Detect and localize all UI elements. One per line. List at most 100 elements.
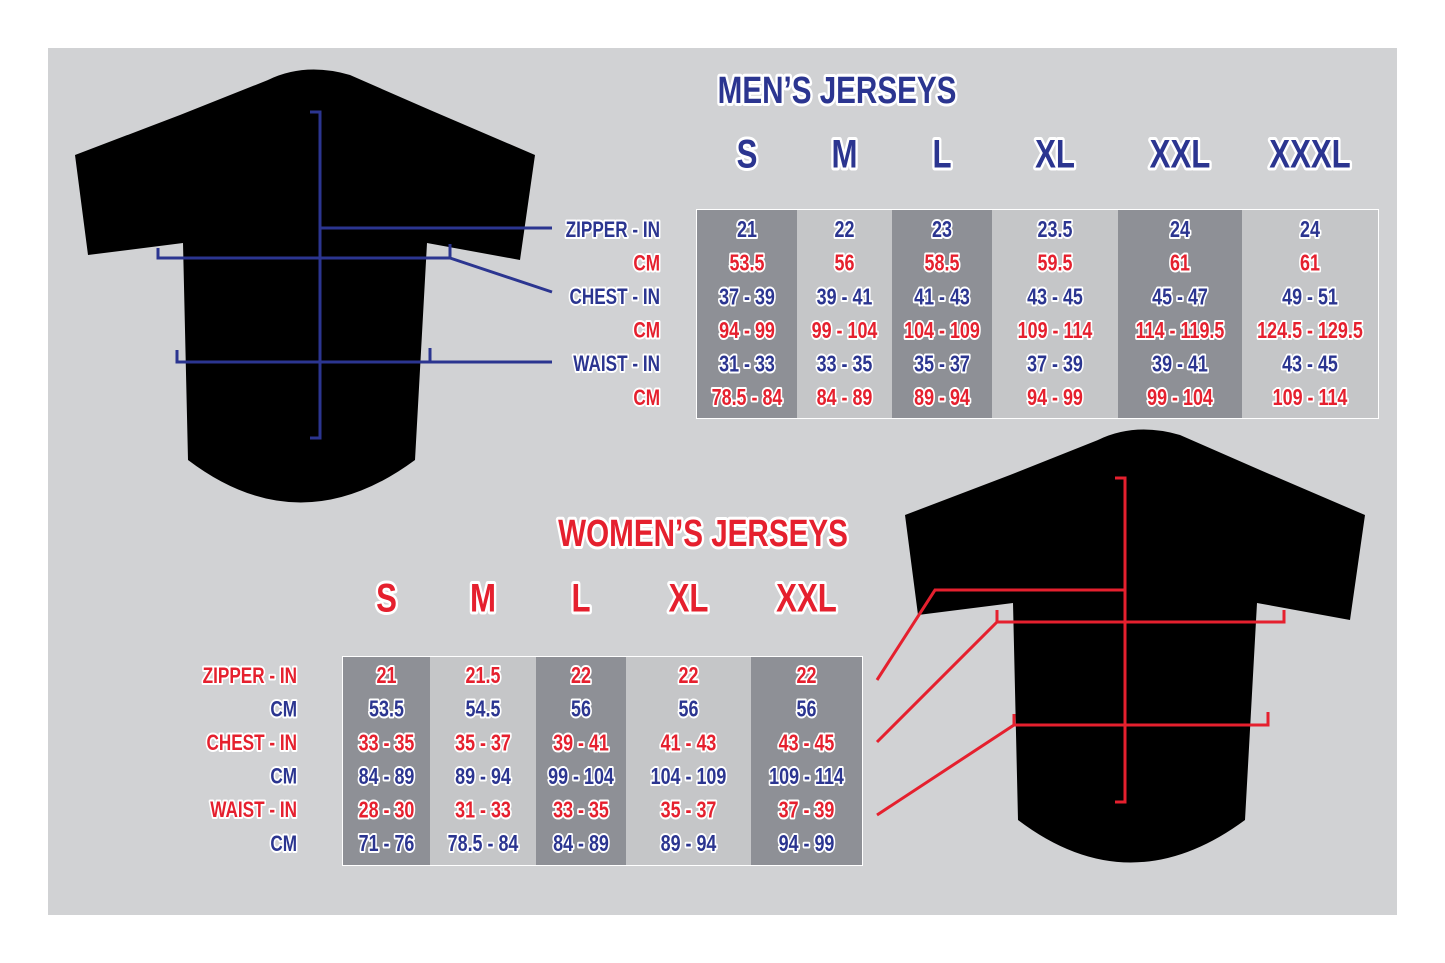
size-header: XXXL (1269, 132, 1350, 177)
cell: 23.5 (1038, 217, 1073, 243)
row-label: CM (270, 832, 297, 857)
size-header: XXL (776, 576, 837, 621)
cell: 89 - 94 (661, 831, 717, 857)
mens-measure-lines (156, 110, 553, 440)
table-title: MEN’S JERSEYS (718, 70, 957, 112)
cell: 124.5 - 129.5 (1257, 318, 1363, 344)
cell: 22 (571, 663, 591, 689)
size-header: S (376, 576, 397, 621)
row-label: WAIST - IN (573, 352, 660, 377)
size-header: XXL (1150, 132, 1211, 177)
row-label: ZIPPER - IN (566, 218, 660, 243)
cell: 28 - 30 (359, 797, 415, 823)
cell: 39 - 41 (1152, 351, 1208, 377)
cell: 21.5 (466, 663, 501, 689)
cell: 35 - 37 (661, 797, 717, 823)
cell: 37 - 39 (719, 284, 775, 310)
row-label: CHEST - IN (206, 731, 297, 756)
row-label: CM (270, 765, 297, 790)
cell: 54.5 (466, 697, 501, 723)
table-title: WOMEN’S JERSEYS (558, 513, 848, 555)
cell: 35 - 37 (455, 730, 511, 756)
row-label: CHEST - IN (569, 285, 660, 310)
cell: 53.5 (730, 251, 765, 277)
row-label: CM (633, 319, 660, 344)
row-label: ZIPPER - IN (203, 664, 297, 689)
cell: 94 - 99 (719, 318, 775, 344)
size-column (430, 657, 536, 865)
cell: 21 (737, 217, 757, 243)
cell: 71 - 76 (359, 831, 415, 857)
size-column (1242, 210, 1378, 418)
size-header: XL (1035, 132, 1075, 177)
womens-measure-lines (875, 476, 1286, 817)
cell: 109 - 114 (1018, 318, 1093, 344)
cell: 99 - 104 (1147, 385, 1213, 411)
cell: 33 - 35 (553, 797, 609, 823)
row-label: CM (633, 251, 660, 276)
row-label: CM (633, 386, 660, 411)
cell: 31 - 33 (455, 797, 511, 823)
cell: 99 - 104 (812, 318, 878, 344)
cell: 56 (797, 697, 817, 723)
cell: 53.5 (369, 697, 404, 723)
cell: 104 - 109 (904, 318, 980, 344)
cell: 94 - 99 (779, 831, 835, 857)
cell: 37 - 39 (779, 797, 835, 823)
cell: 104 - 109 (651, 764, 727, 790)
size-column (697, 210, 797, 418)
cell: 22 (679, 663, 699, 689)
size-column (626, 657, 751, 865)
cell: 56 (835, 251, 855, 277)
cell: 23 (932, 217, 952, 243)
cell: 33 - 35 (359, 730, 415, 756)
size-header: XL (669, 576, 709, 621)
cell: 35 - 37 (914, 351, 970, 377)
size-column (1118, 210, 1242, 418)
cell: 84 - 89 (359, 764, 415, 790)
cell: 31 - 33 (719, 351, 775, 377)
cell: 24 (1300, 217, 1320, 243)
cell: 109 - 114 (1273, 385, 1348, 411)
cell: 89 - 94 (455, 764, 511, 790)
cell: 33 - 35 (817, 351, 873, 377)
cell: 37 - 39 (1027, 351, 1083, 377)
cell: 56 (679, 697, 699, 723)
row-label: WAIST - IN (210, 798, 297, 823)
size-column (892, 210, 992, 418)
cell: 84 - 89 (553, 831, 609, 857)
size-header: M (470, 576, 496, 621)
cell: 41 - 43 (661, 730, 717, 756)
size-header: S (737, 132, 758, 177)
cell: 94 - 99 (1027, 385, 1083, 411)
cell: 22 (835, 217, 855, 243)
cell: 39 - 41 (817, 284, 873, 310)
cell: 43 - 45 (1027, 284, 1083, 310)
cell: 22 (797, 663, 817, 689)
size-header: M (832, 132, 858, 177)
cell: 84 - 89 (817, 385, 873, 411)
size-column (797, 210, 892, 418)
cell: 61 (1300, 251, 1320, 277)
tables: MEN’S JERSEYS S M L XL XXL XXXL ZIPPER - IN 21 22… (201, 67, 1379, 866)
cell: 43 - 45 (779, 730, 835, 756)
size-header: L (932, 132, 951, 177)
cell: 58.5 (925, 251, 960, 277)
cell: 41 - 43 (914, 284, 970, 310)
cell: 21 (377, 663, 397, 689)
cell: 78.5 - 84 (448, 831, 519, 857)
cell: 78.5 - 84 (712, 385, 783, 411)
cell: 45 - 47 (1152, 284, 1208, 310)
cell: 99 - 104 (548, 764, 614, 790)
cell: 56 (571, 697, 591, 723)
cell: 59.5 (1038, 251, 1073, 277)
cell: 39 - 41 (553, 730, 609, 756)
cell: 109 - 114 (769, 764, 844, 790)
size-column (536, 657, 626, 865)
row-label: CM (270, 697, 297, 722)
size-column (751, 657, 862, 865)
cell: 114 - 119.5 (1136, 318, 1225, 344)
size-column (992, 210, 1118, 418)
cell: 89 - 94 (914, 385, 970, 411)
